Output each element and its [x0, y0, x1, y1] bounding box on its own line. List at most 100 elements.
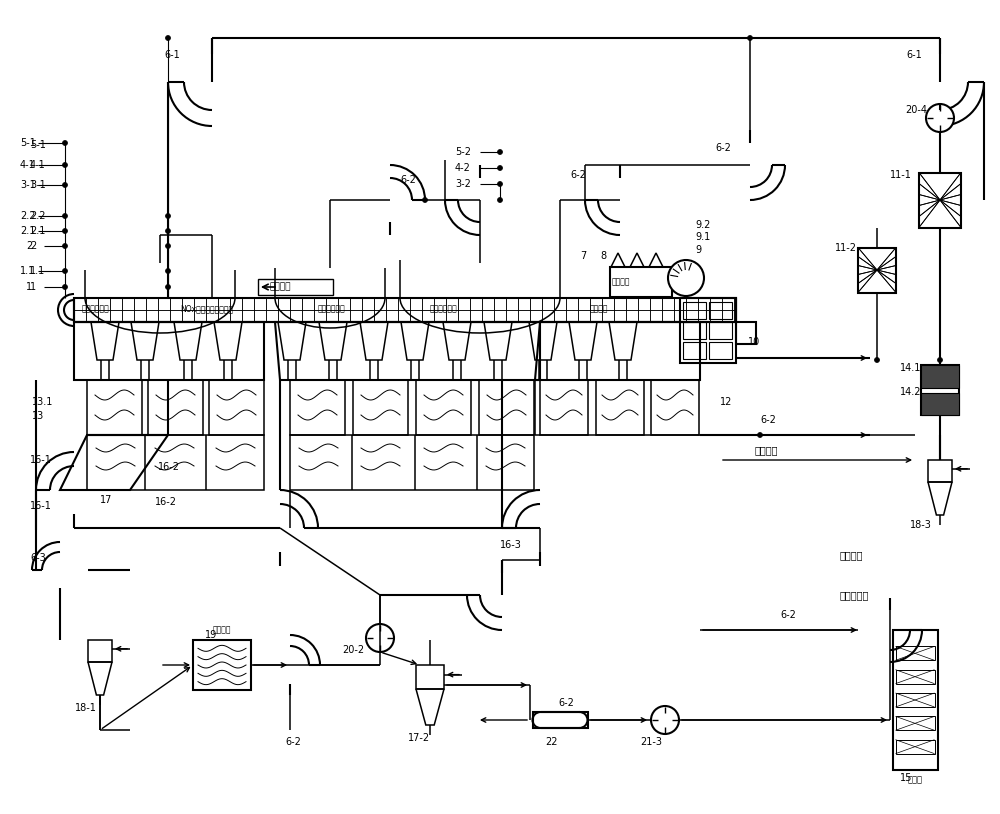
Text: 22: 22: [545, 737, 558, 747]
Bar: [74, 298, 736, 322]
Bar: [542, 298, 554, 310]
Bar: [326, 298, 338, 310]
Text: NOx浓度快速降低区域: NOx浓度快速降低区域: [180, 304, 233, 313]
Circle shape: [366, 624, 394, 652]
Text: 2: 2: [26, 241, 32, 251]
Circle shape: [926, 104, 954, 132]
Bar: [566, 310, 578, 322]
Bar: [416, 380, 471, 435]
Bar: [230, 310, 242, 322]
Bar: [87, 435, 264, 490]
Bar: [506, 298, 518, 310]
Bar: [146, 310, 158, 322]
Text: 5-2: 5-2: [455, 147, 471, 157]
Bar: [578, 310, 590, 322]
Bar: [722, 310, 734, 322]
Bar: [74, 310, 86, 322]
Text: 6-2: 6-2: [760, 415, 776, 425]
Bar: [651, 380, 699, 435]
Bar: [266, 310, 278, 322]
Bar: [434, 298, 446, 310]
Bar: [88, 640, 112, 662]
Bar: [170, 310, 182, 322]
Bar: [374, 298, 386, 310]
Bar: [921, 392, 959, 415]
Text: 20-2: 20-2: [342, 645, 364, 655]
Bar: [398, 298, 410, 310]
Text: 5-1: 5-1: [30, 140, 46, 150]
Text: 21-3: 21-3: [640, 737, 662, 747]
Bar: [479, 380, 534, 435]
Text: 12: 12: [720, 397, 732, 407]
Circle shape: [166, 229, 170, 234]
Text: 15: 15: [900, 773, 912, 783]
Bar: [290, 380, 345, 435]
Bar: [921, 387, 959, 392]
Bar: [896, 646, 934, 660]
Bar: [258, 279, 333, 295]
Bar: [122, 298, 134, 310]
Bar: [194, 298, 206, 310]
Bar: [302, 310, 314, 322]
Bar: [386, 298, 398, 310]
Text: 3-2: 3-2: [455, 179, 471, 189]
Text: 6-2: 6-2: [400, 175, 416, 185]
Text: 18-1: 18-1: [75, 703, 97, 713]
Text: 1: 1: [30, 282, 36, 292]
Circle shape: [166, 285, 170, 290]
Bar: [683, 302, 706, 319]
Bar: [896, 670, 934, 684]
Bar: [170, 298, 182, 310]
Text: 低温烟气区域: 低温烟气区域: [430, 304, 458, 313]
Bar: [578, 298, 590, 310]
Text: 1.1: 1.1: [20, 266, 35, 276]
Bar: [896, 693, 934, 707]
Text: 台车走向: 台车走向: [270, 282, 292, 291]
Text: 点火区域: 点火区域: [612, 278, 631, 287]
Text: 9: 9: [695, 245, 701, 255]
Text: 6-2: 6-2: [570, 170, 586, 180]
Text: 2.2: 2.2: [20, 211, 36, 221]
Bar: [148, 380, 203, 435]
Circle shape: [651, 706, 679, 734]
Bar: [302, 298, 314, 310]
Bar: [590, 310, 602, 322]
Bar: [530, 298, 542, 310]
Text: 2: 2: [30, 241, 36, 251]
Bar: [410, 310, 422, 322]
Bar: [158, 298, 170, 310]
Bar: [362, 310, 374, 322]
Bar: [532, 712, 588, 728]
Bar: [734, 298, 736, 310]
Bar: [734, 310, 736, 322]
Bar: [709, 302, 732, 319]
Text: 6-1: 6-1: [906, 50, 922, 60]
Bar: [494, 298, 506, 310]
Bar: [602, 310, 614, 322]
Bar: [458, 298, 470, 310]
Bar: [614, 298, 626, 310]
Bar: [458, 310, 470, 322]
Bar: [398, 310, 410, 322]
Bar: [182, 298, 194, 310]
Bar: [494, 310, 506, 322]
Bar: [386, 310, 398, 322]
Text: 4-2: 4-2: [455, 163, 471, 173]
Bar: [416, 665, 444, 689]
Bar: [896, 740, 934, 754]
Bar: [434, 310, 446, 322]
Bar: [353, 380, 408, 435]
Text: 点火区域: 点火区域: [590, 304, 608, 313]
Bar: [422, 310, 434, 322]
Text: 1: 1: [26, 282, 32, 292]
Text: 17: 17: [100, 495, 112, 505]
Bar: [674, 298, 686, 310]
Circle shape: [62, 163, 68, 168]
Bar: [919, 173, 961, 227]
Text: 脱气循环区域: 脱气循环区域: [318, 304, 346, 313]
Circle shape: [938, 357, 942, 362]
Bar: [686, 310, 698, 322]
Bar: [470, 298, 482, 310]
Text: 20-4: 20-4: [905, 105, 927, 115]
Circle shape: [422, 198, 428, 203]
